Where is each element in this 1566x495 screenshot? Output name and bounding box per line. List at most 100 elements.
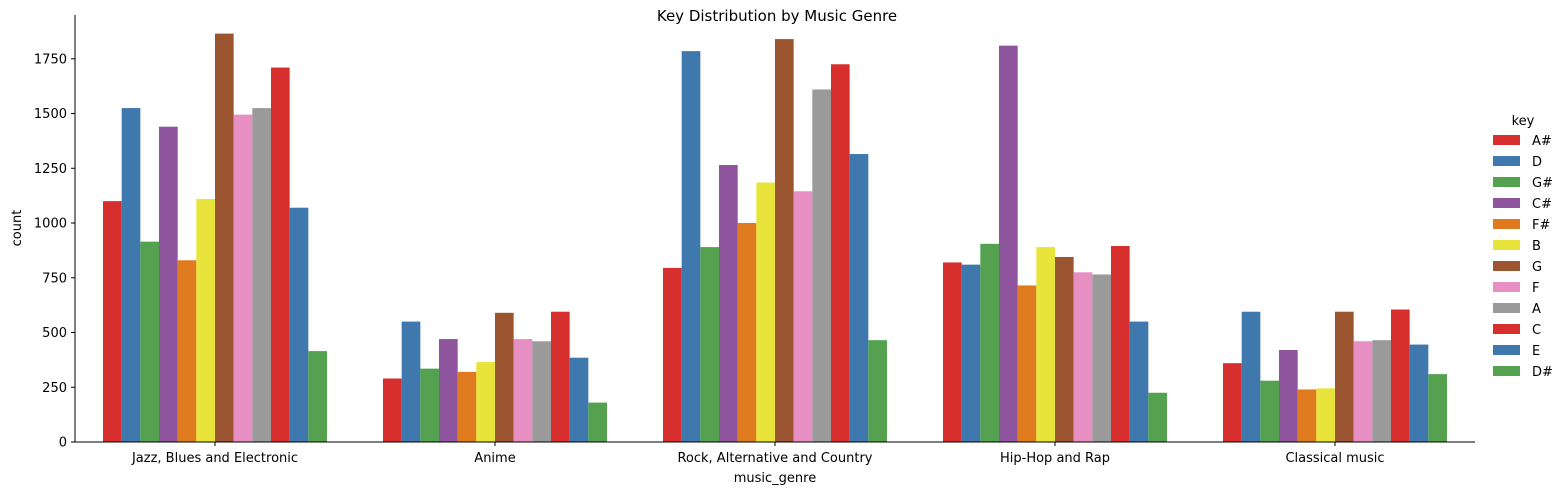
bar-F-0 [233,114,253,442]
legend-swatch-A# [1493,135,1520,145]
bar-A-0 [252,108,271,442]
bar-E-0 [289,207,309,442]
bar-B-3 [1036,247,1055,442]
bar-A#-0 [103,201,122,442]
bar-A#-1 [383,378,402,442]
legend-label-A#: A# [1532,134,1552,149]
bar-F-2 [793,191,813,442]
x-tick-label: Hip-Hop and Rap [1000,451,1110,466]
legend-swatch-B [1493,240,1520,250]
y-tick-label: 1500 [34,107,67,122]
legend-label-D#: D# [1532,365,1553,380]
bar-G#-3 [980,243,999,442]
legend-swatch-E [1493,345,1520,355]
legend-label-D: D [1532,155,1542,170]
bar-A-4 [1372,340,1391,442]
bar-F-4 [1353,341,1373,442]
bar-C#-1 [439,339,458,442]
bar-E-3 [1129,321,1149,442]
x-tick-label: Anime [474,451,515,466]
bar-D#-2 [868,340,887,442]
bar-G-0 [215,33,234,443]
bar-C#-0 [159,126,178,443]
legend-swatch-F [1493,282,1520,292]
bar-G#-1 [420,368,439,442]
x-axis-label: music_genre [734,471,816,486]
bar-C#-2 [719,165,738,442]
legend-label-E: E [1532,344,1540,359]
bar-E-4 [1409,344,1429,442]
bar-A#-3 [943,262,962,442]
bar-F#-3 [1017,285,1037,442]
y-axis: 0 250 500 750 1000 1250 1500 1750 [34,15,76,451]
legend-swatch-C# [1493,198,1520,208]
bar-A-2 [812,89,831,442]
bar-C-3 [1111,246,1130,442]
bar-G#-2 [700,247,719,442]
bar-C-2 [831,64,850,443]
chart-title: Key Distribution by Music Genre [657,7,897,25]
bar-B-0 [196,198,215,442]
bar-G-2 [775,39,794,443]
bar-A-1 [532,341,551,442]
bars-group [103,33,1447,443]
bar-D#-0 [308,351,327,442]
legend-label-B: B [1532,239,1541,254]
y-axis-label: count [10,210,25,247]
bar-E-2 [849,154,869,443]
bar-A-3 [1092,274,1111,442]
y-tick-label: 500 [42,326,67,341]
x-tick-label: Classical music [1285,451,1384,466]
bar-A#-4 [1223,363,1242,442]
bar-B-2 [756,182,775,442]
bar-D-0 [121,108,141,442]
bar-D-2 [681,51,701,442]
bar-D-3 [961,264,981,442]
legend-swatch-C [1493,324,1520,334]
bar-D-4 [1241,311,1261,442]
bar-F#-0 [177,260,197,442]
legend-swatch-G [1493,261,1520,271]
bar-C#-4 [1279,350,1298,442]
bar-F#-4 [1297,389,1317,442]
x-tick-label: Jazz, Blues and Electronic [131,451,298,466]
bar-F#-2 [737,223,757,442]
legend-label-G#: G# [1532,176,1553,191]
y-tick-label: 1750 [34,52,67,67]
bar-C#-3 [999,45,1018,442]
x-tick-label: Rock, Alternative and Country [677,451,872,466]
y-tick-label: 250 [42,381,67,396]
bar-D#-3 [1148,392,1167,442]
legend-swatch-D# [1493,366,1520,376]
legend-label-A: A [1532,302,1541,317]
y-tick-label: 750 [42,271,67,286]
bar-G-3 [1055,256,1074,442]
legend-label-F#: F# [1532,218,1550,233]
bar-F#-1 [457,371,477,442]
bar-G#-0 [140,241,159,442]
y-tick-label: 0 [59,436,67,451]
bar-A#-2 [663,267,682,442]
bar-B-4 [1316,388,1335,442]
legend-label-C: C [1532,323,1541,338]
bar-G-1 [495,312,514,442]
legend-swatch-F# [1493,219,1520,229]
legend-swatch-G# [1493,177,1520,187]
bar-F-1 [513,339,533,442]
bar-G#-4 [1260,380,1279,442]
legend-title: key [1512,114,1535,129]
legend-label-G: G [1532,260,1542,275]
bar-C-4 [1391,309,1410,442]
bar-G-4 [1335,311,1354,442]
bar-F-3 [1073,272,1093,442]
y-tick-label: 1000 [34,217,67,232]
y-tick-label: 1250 [34,162,67,177]
legend-swatch-A [1493,303,1520,313]
bar-D#-1 [588,402,607,442]
bar-D-1 [401,321,421,442]
legend-swatch-D [1493,156,1520,166]
bar-C-1 [551,311,570,442]
bar-B-1 [476,362,495,442]
